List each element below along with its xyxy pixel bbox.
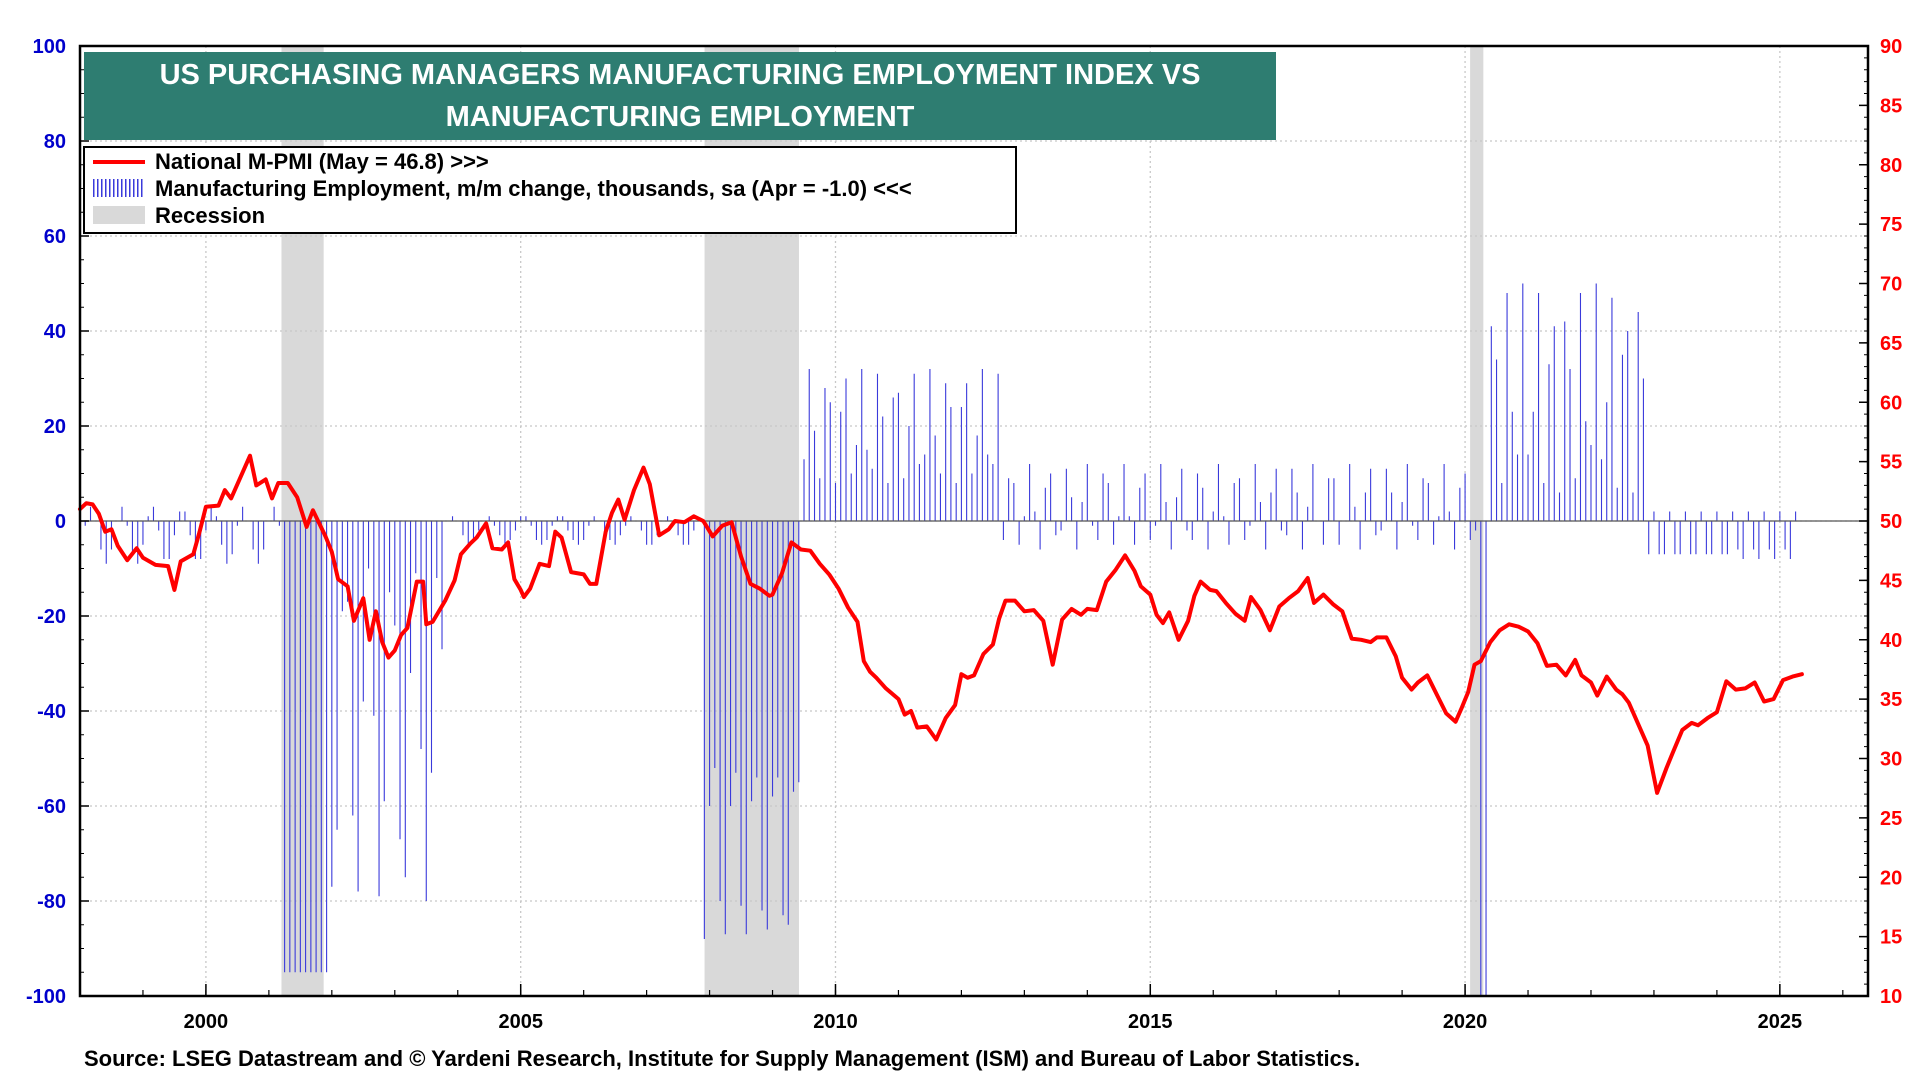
- left-tick-label: 20: [44, 416, 66, 438]
- x-tick-label: 2010: [813, 1011, 858, 1033]
- title-line-2: MANUFACTURING EMPLOYMENT: [445, 101, 915, 133]
- left-tick-label: -100: [26, 986, 66, 1008]
- right-tick-label: 65: [1880, 333, 1902, 355]
- left-tick-label: 80: [44, 131, 66, 153]
- left-tick-label: 40: [44, 321, 66, 343]
- right-tick-label: 35: [1880, 689, 1902, 711]
- right-tick-label: 80: [1880, 155, 1902, 177]
- pmi-line: [78, 453, 1804, 795]
- right-tick-label: 15: [1880, 927, 1902, 949]
- legend-swatch-emp: [93, 179, 145, 197]
- title-line-1: US PURCHASING MANAGERS MANUFACTURING EMP…: [159, 59, 1201, 91]
- right-tick-label: 25: [1880, 808, 1902, 830]
- legend-swatch-pmi: [93, 160, 145, 164]
- left-tick-label: -20: [37, 606, 66, 628]
- left-tick-label: 60: [44, 226, 66, 248]
- legend-item-pmi: National M-PMI (May = 46.8) >>>: [85, 148, 1015, 175]
- source-note: Source: LSEG Datastream and © Yardeni Re…: [84, 1046, 1361, 1071]
- right-tick-label: 85: [1880, 95, 1902, 117]
- right-tick-label: 45: [1880, 570, 1902, 592]
- right-tick-label: 10: [1880, 986, 1902, 1008]
- right-tick-label: 70: [1880, 274, 1902, 296]
- right-tick-label: 75: [1880, 214, 1902, 236]
- x-tick-label: 2015: [1128, 1011, 1173, 1033]
- chart-title: US PURCHASING MANAGERS MANUFACTURING EMP…: [84, 52, 1276, 140]
- legend-label-recession: Recession: [155, 203, 266, 228]
- x-tick-label: 2025: [1758, 1011, 1803, 1033]
- legend-item-emp: Manufacturing Employment, m/m change, th…: [85, 175, 1015, 202]
- left-axis: 100 80 60 40 20 0 -20 -40 -60 -80 -100: [26, 36, 89, 1008]
- right-tick-label: 50: [1880, 511, 1902, 533]
- x-tick-label: 2005: [498, 1011, 543, 1033]
- right-tick-label: 30: [1880, 749, 1902, 771]
- right-axis: 90 85 80 75 70 65 60 55 50 45 40 35 30 25 20 15 10: [1859, 36, 1902, 1008]
- legend-label-pmi: National M-PMI (May = 46.8) >>>: [155, 149, 489, 174]
- right-tick-label: 55: [1880, 452, 1902, 474]
- right-tick-label: 20: [1880, 867, 1902, 889]
- right-tick-label: 60: [1880, 392, 1902, 414]
- left-tick-label: 100: [33, 36, 66, 58]
- left-tick-label: -80: [37, 891, 66, 913]
- x-tick-label: 2000: [184, 1011, 229, 1033]
- employment-bars: [79, 283, 1797, 996]
- legend: National M-PMI (May = 46.8) >>> Manufact…: [83, 146, 1017, 234]
- right-tick-label: 90: [1880, 36, 1902, 58]
- left-tick-label: -60: [37, 796, 66, 818]
- legend-item-recession: Recession: [85, 202, 1015, 229]
- right-tick-label: 40: [1880, 630, 1902, 652]
- legend-label-emp: Manufacturing Employment, m/m change, th…: [155, 176, 912, 201]
- left-tick-label: 0: [55, 511, 66, 533]
- pmi-series: [78, 453, 1804, 795]
- x-axis: 2000 2005 2010 2015 2020 2025: [79, 984, 1844, 1033]
- legend-swatch-recession: [93, 206, 145, 224]
- x-tick-label: 2020: [1443, 1011, 1488, 1033]
- left-tick-label: -40: [37, 701, 66, 723]
